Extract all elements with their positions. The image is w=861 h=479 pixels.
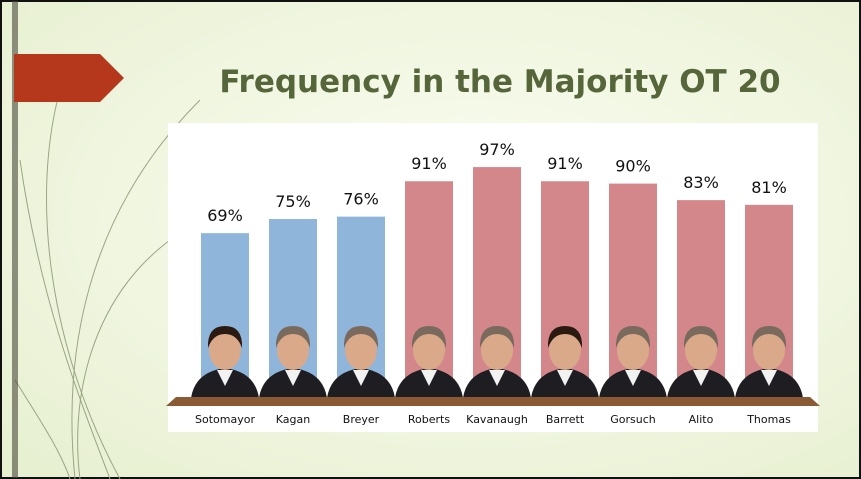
collar [421,370,437,386]
hair [343,326,379,348]
hair [547,326,583,348]
x-tick-label: Thomas [746,413,791,426]
face [277,330,309,370]
collar [353,370,369,386]
collar [761,370,777,386]
value-label: 91% [547,154,583,173]
hair [615,326,651,348]
face [685,330,717,370]
x-tick-label: Barrett [546,413,585,426]
face [209,330,241,370]
hair [411,326,447,348]
face [345,330,377,370]
hair [751,326,787,348]
decorative-curves [14,89,201,479]
x-tick-label: Alito [689,413,714,426]
value-label: 91% [411,154,447,173]
value-label: 83% [683,173,719,192]
hair [683,326,719,348]
value-label: 69% [207,206,243,225]
value-label: 76% [343,190,379,209]
face [413,330,445,370]
value-label: 75% [275,192,311,211]
face [481,330,513,370]
value-label: 90% [615,157,651,176]
collar [285,370,301,386]
collar [625,370,641,386]
hair [207,326,243,348]
value-label: 97% [479,140,515,159]
x-tick-label: Sotomayor [195,413,255,426]
hair [479,326,515,348]
value-label: 81% [751,178,787,197]
hair [275,326,311,348]
x-tick-label: Gorsuch [610,413,656,426]
face [617,330,649,370]
left-edge [12,1,18,478]
collar [557,370,573,386]
collar [693,370,709,386]
face [753,330,785,370]
x-tick-label: Kagan [276,413,310,426]
title-arrow [14,54,124,102]
chart-title: Frequency in the Majority OT 20 [219,64,780,100]
x-tick-label: Breyer [343,413,380,426]
floor [166,397,820,406]
collar [489,370,505,386]
collar [217,370,233,386]
face [549,330,581,370]
x-tick-label: Roberts [408,413,450,426]
x-tick-label: Kavanaugh [466,413,528,426]
